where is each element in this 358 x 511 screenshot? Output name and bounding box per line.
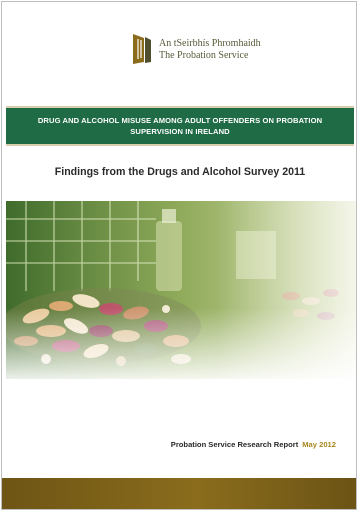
logo-name-english: The Probation Service: [159, 50, 249, 61]
footer-band: [2, 478, 356, 509]
report-title: DRUG AND ALCOHOL MISUSE AMONG ADULT OFFE…: [37, 116, 323, 136]
report-info: Probation Service Research Report May 201…: [2, 440, 336, 449]
report-date: May 2012: [302, 440, 336, 449]
harp-logo-icon: [133, 34, 151, 64]
report-label: Probation Service Research Report: [170, 440, 299, 449]
report-subtitle: Findings from the Drugs and Alcohol Surv…: [54, 166, 306, 178]
title-band: DRUG AND ALCOHOL MISUSE AMONG ADULT OFFE…: [6, 106, 354, 146]
logo-name-irish: An tSeirbhís Phromhaidh: [159, 38, 261, 49]
probation-service-logo: An tSeirbhís Phromhaidh The Probation Se…: [130, 32, 261, 66]
pills-photo: [6, 201, 356, 379]
